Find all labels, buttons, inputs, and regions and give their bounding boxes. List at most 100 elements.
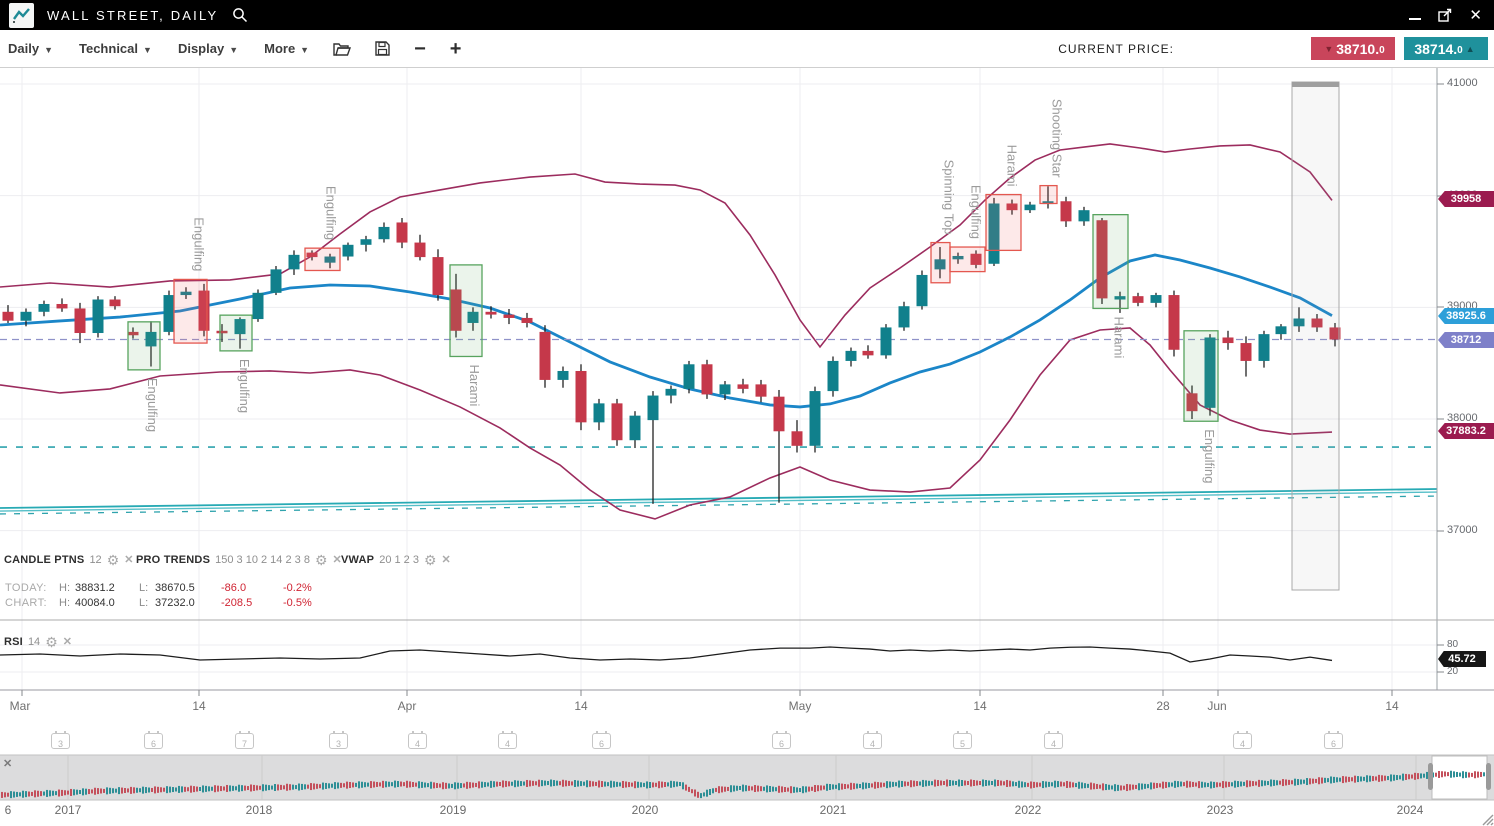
save-icon[interactable] <box>375 41 390 56</box>
calendar-badge[interactable]: 7 <box>235 731 254 749</box>
menu-technical[interactable]: Technical ▼ <box>79 41 152 56</box>
navigator-bar <box>112 788 114 794</box>
navigator-bar <box>913 780 915 787</box>
zoom-in-icon[interactable]: + <box>449 37 462 60</box>
navigator-bar <box>1015 782 1017 787</box>
navigator-bar <box>391 782 393 787</box>
navigator-bar <box>4 792 6 798</box>
calendar-badge[interactable]: 6 <box>144 731 163 749</box>
navigator-bar <box>1102 783 1104 791</box>
legend-candle-patterns: CANDLE PTNS 12 ⚙ ✕ <box>4 551 134 568</box>
calendar-badge[interactable]: 6 <box>1324 731 1343 749</box>
rsi-value-badge: 45.72 <box>1438 651 1486 667</box>
navigator-bar <box>685 784 687 791</box>
candle-body <box>198 290 210 331</box>
navigator-bar <box>1342 776 1344 784</box>
resize-grip-icon[interactable] <box>1482 814 1494 826</box>
zoom-out-icon[interactable]: − <box>414 37 426 60</box>
navigator-bar <box>832 784 834 790</box>
navigator-bar <box>310 783 312 791</box>
navigator-bar <box>106 787 108 795</box>
remove-indicator-icon[interactable]: ✕ <box>441 554 451 566</box>
navigator-bar <box>1201 781 1203 788</box>
calendar-badge[interactable]: 4 <box>1233 731 1252 749</box>
navigator-bar <box>370 781 372 789</box>
candle-body <box>163 295 175 332</box>
navigator-bar <box>1252 781 1254 787</box>
legend-vwap: VWAP 20 1 2 3 ⚙ ✕ <box>341 551 451 568</box>
main-pane: Engulfing Engulfing Engulfing Engulfing Hara… <box>0 81 1437 591</box>
calendar-badge[interactable]: 4 <box>863 731 882 749</box>
navigator-bar <box>673 781 675 788</box>
calendar-badge[interactable]: 6 <box>592 731 611 749</box>
calendar-badge[interactable]: 3 <box>51 731 70 749</box>
navigator-bar <box>265 784 267 791</box>
remove-indicator-icon[interactable]: ✕ <box>62 636 72 648</box>
navigator-bar <box>964 780 966 786</box>
legend-name: PRO TRENDS <box>136 553 211 566</box>
menu-more[interactable]: More ▼ <box>264 41 310 56</box>
navigator-bar <box>418 781 420 789</box>
navigator-bar <box>1447 772 1449 777</box>
pattern-box <box>1039 184 1058 205</box>
calendar-badge[interactable]: 5 <box>953 731 972 749</box>
candle-body <box>1222 337 1234 344</box>
navigator-bar <box>1066 780 1068 788</box>
navigator-bar <box>1177 781 1179 788</box>
navigator-bar <box>1210 781 1212 789</box>
search-icon[interactable] <box>232 7 248 23</box>
gear-icon[interactable]: ⚙ <box>314 551 328 568</box>
navigator-track[interactable] <box>0 755 1494 800</box>
navigator-bar <box>205 785 207 792</box>
navigator-close-icon[interactable]: ✕ <box>3 758 13 770</box>
navigator-bar <box>1321 777 1323 784</box>
navigator-bar <box>1315 778 1317 783</box>
date-axis-label: 14 <box>1385 699 1399 713</box>
popout-icon[interactable] <box>1438 8 1452 22</box>
gear-icon[interactable]: ⚙ <box>45 633 58 650</box>
candle-body <box>1078 210 1090 222</box>
navigator-bar <box>961 780 963 786</box>
navigator-bar <box>943 781 945 785</box>
navigator-bar <box>313 783 315 790</box>
candle-body <box>56 303 68 309</box>
calendar-badge[interactable]: 4 <box>498 731 517 749</box>
navigator-bar <box>985 780 987 786</box>
navigator-bar <box>736 785 738 791</box>
remove-indicator-icon[interactable]: ✕ <box>332 554 342 566</box>
calendar-badge[interactable]: 4 <box>1044 731 1063 749</box>
navigator-bar <box>55 791 57 796</box>
sell-price-badge[interactable]: ▼ 38710. 0 <box>1311 37 1395 60</box>
selection-overlay-handle[interactable] <box>1292 82 1339 87</box>
navigator-bar <box>61 789 63 796</box>
navigator-bar <box>478 781 480 789</box>
navigator-year-label: 2018 <box>245 803 273 817</box>
remove-indicator-icon[interactable]: ✕ <box>124 554 134 566</box>
resize-grip-icon[interactable] <box>1490 822 1494 826</box>
calendar-badge[interactable]: 4 <box>408 731 427 749</box>
gear-icon[interactable]: ⚙ <box>106 551 120 568</box>
open-folder-icon[interactable] <box>333 42 352 56</box>
candle-body <box>324 256 336 263</box>
navigator-handle-right[interactable] <box>1486 763 1491 790</box>
menu-display[interactable]: Display ▼ <box>177 41 239 56</box>
current-price-label: CURRENT PRICE: <box>1058 41 1174 56</box>
navigator-bar <box>526 779 528 787</box>
candle-body <box>737 384 749 389</box>
buy-price-badge[interactable]: 38714. 0 ▲ <box>1404 37 1488 60</box>
resize-grip-icon[interactable] <box>1486 818 1494 826</box>
navigator-handle-left[interactable] <box>1428 763 1433 790</box>
navigator-bar <box>160 787 162 793</box>
selection-overlay[interactable] <box>1291 81 1340 591</box>
close-button[interactable]: ✕ <box>1469 6 1482 24</box>
navigator-bar <box>1150 782 1152 790</box>
navigator-bar <box>703 792 705 797</box>
minimize-button[interactable] <box>1409 10 1422 20</box>
calendar-badge[interactable]: 3 <box>329 731 348 749</box>
gear-icon[interactable]: ⚙ <box>423 551 437 568</box>
navigator-bar <box>691 789 693 794</box>
navigator-bar <box>667 782 669 787</box>
calendar-badge[interactable]: 6 <box>772 731 791 749</box>
menu-daily[interactable]: Daily ▼ <box>8 41 53 56</box>
